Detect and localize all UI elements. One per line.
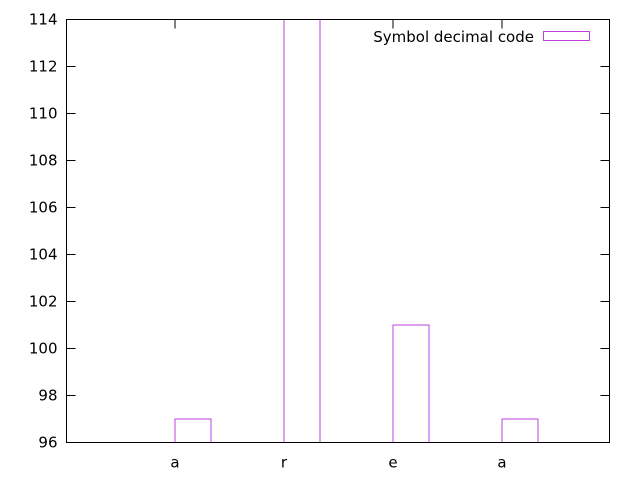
- x-tick-label: r: [281, 454, 288, 472]
- bar: [501, 418, 539, 443]
- legend: Symbol decimal code: [373, 28, 590, 46]
- y-tick-label: 102: [29, 293, 58, 311]
- bar: [392, 324, 430, 443]
- y-tick-label: 98: [38, 387, 57, 405]
- y-tick-label: 110: [29, 105, 58, 123]
- x-tick-label: a: [170, 454, 179, 472]
- y-tick-label: 112: [29, 58, 58, 76]
- y-tick-label: 96: [38, 434, 57, 452]
- x-tick-label: e: [388, 454, 397, 472]
- y-tick-label: 106: [29, 199, 58, 217]
- y-axis: 96 98 100 102 104 106 108 110 112 114: [29, 11, 610, 452]
- legend-swatch: [543, 31, 590, 41]
- y-tick-label: 104: [29, 246, 58, 264]
- y-tick-label: 100: [29, 340, 58, 358]
- bar-series: [174, 19, 539, 443]
- y-tick-label: 108: [29, 152, 58, 170]
- y-tick-label: 114: [29, 11, 58, 29]
- bar: [174, 418, 212, 443]
- legend-label: Symbol decimal code: [373, 28, 534, 46]
- plot-frame: [66, 19, 610, 443]
- bar: [283, 19, 321, 443]
- x-tick-label: a: [497, 454, 506, 472]
